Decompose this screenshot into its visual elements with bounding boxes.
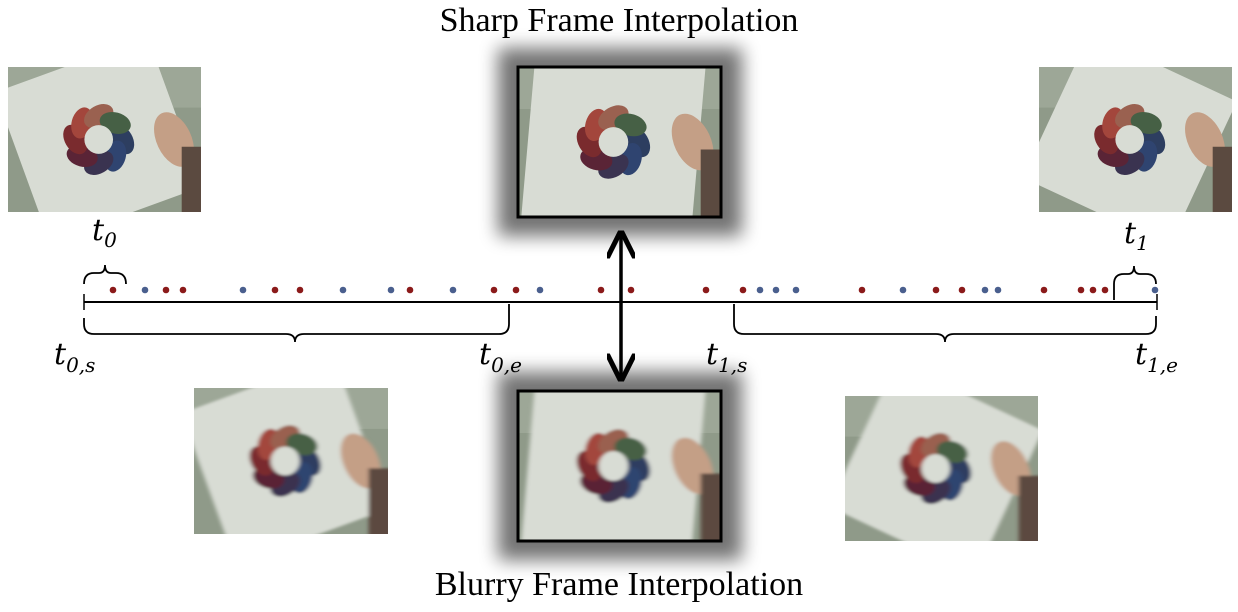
flower-center	[1115, 125, 1145, 154]
event-dot-positive	[406, 286, 414, 294]
event-dot-positive	[1040, 286, 1048, 294]
event-dot-positive	[858, 286, 866, 294]
frame-border	[516, 389, 723, 543]
frame-t0-image	[8, 67, 201, 212]
blurry-interpolated-frame	[498, 372, 742, 560]
event-dot-negative	[981, 286, 989, 294]
blurry-frame-0-image	[194, 388, 388, 534]
event-dot-positive	[179, 286, 187, 294]
event-dot-negative	[1151, 286, 1159, 294]
sleeve	[1212, 146, 1232, 212]
event-dot-positive	[162, 286, 170, 294]
flower-center	[598, 451, 629, 481]
label-t0e: t0,e	[479, 337, 522, 377]
blurry-frame-interpolation-title: Blurry Frame Interpolation	[434, 566, 804, 603]
label-t0s: t0,s	[54, 337, 95, 377]
frame-border	[516, 65, 723, 219]
flower-center	[84, 125, 114, 154]
blurry-frame-1-image	[845, 396, 1038, 541]
sleeve	[700, 149, 721, 217]
event-dot-positive	[932, 286, 940, 294]
event-dot-positive	[1077, 286, 1085, 294]
label-t1: t1	[1124, 216, 1149, 255]
frame-t1-image	[1039, 67, 1232, 212]
flower-center	[270, 446, 300, 476]
flower-center	[598, 127, 629, 157]
event-dot-negative	[449, 286, 457, 294]
event-dot-positive	[490, 286, 498, 294]
sleeve	[368, 468, 388, 534]
sharp-frame-interpolation-title: Sharp Frame Interpolation	[439, 2, 799, 39]
event-dot-negative	[756, 286, 764, 294]
event-dot-negative	[536, 286, 544, 294]
event-dot-positive	[109, 286, 117, 294]
event-dot-positive	[627, 286, 635, 294]
event-dot-positive	[512, 286, 520, 294]
sleeve	[700, 473, 721, 541]
event-dot-positive	[296, 286, 304, 294]
exposure-0-brace	[83, 304, 510, 343]
label-t0: t0	[92, 213, 117, 252]
sleeve	[1018, 475, 1038, 541]
event-dot-negative	[141, 286, 149, 294]
event-dot-negative	[792, 286, 800, 294]
event-dot-positive	[1101, 286, 1109, 294]
event-dot-positive	[271, 286, 279, 294]
t0-brace	[83, 264, 127, 285]
event-dot-positive	[958, 286, 966, 294]
flower-center	[921, 454, 951, 483]
label-t1s: t1,s	[706, 337, 747, 377]
event-dot-negative	[239, 286, 247, 294]
label-t1e: t1,e	[1135, 337, 1178, 377]
exposure-1-brace	[733, 304, 1157, 343]
event-dot-negative	[772, 286, 780, 294]
sharp-interpolated-frame	[498, 48, 742, 236]
event-dot-negative	[899, 286, 907, 294]
t1-brace	[1113, 265, 1157, 300]
sleeve	[181, 146, 201, 212]
event-dot-positive	[597, 286, 605, 294]
event-dot-negative	[994, 286, 1002, 294]
event-dot-positive	[739, 286, 747, 294]
event-dots	[109, 286, 1159, 294]
event-dot-negative	[387, 286, 395, 294]
event-dot-positive	[1089, 286, 1097, 294]
event-dot-negative	[339, 286, 347, 294]
event-dot-positive	[702, 286, 710, 294]
